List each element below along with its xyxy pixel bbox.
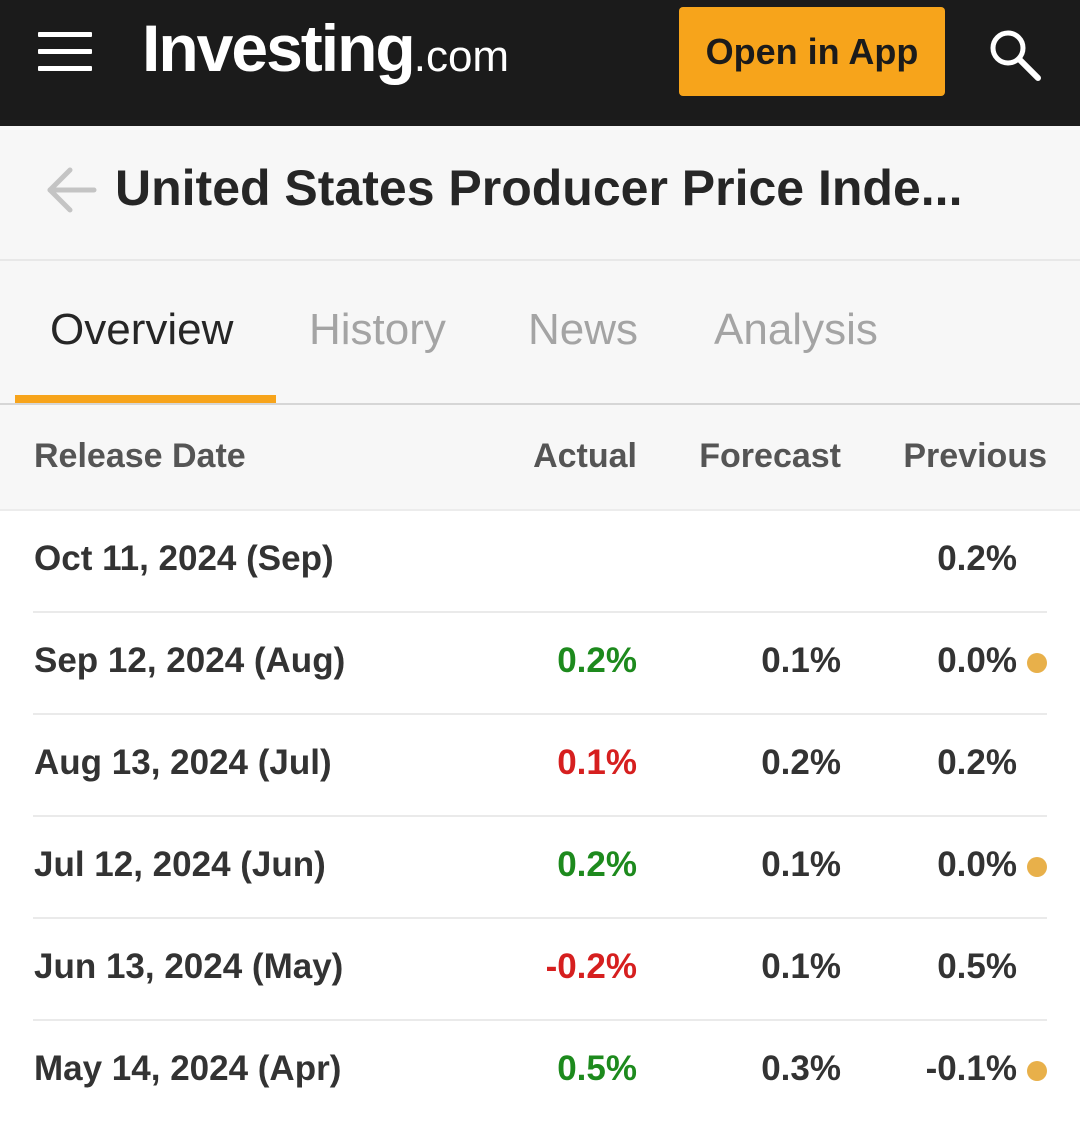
release-date: Jun 13, 2024 (May) xyxy=(34,947,344,986)
actual-value: 0.2% xyxy=(557,845,637,884)
release-date: Jul 12, 2024 (Jun) xyxy=(34,845,326,884)
tab-bar: Overview History News Analysis xyxy=(0,261,1080,405)
table-row[interactable]: May 14, 2024 (Apr) 0.5% 0.3% -0.1% xyxy=(33,1021,1047,1121)
tab-history[interactable]: History xyxy=(309,305,446,354)
active-tab-indicator xyxy=(15,395,276,403)
open-in-app-button[interactable]: Open in App xyxy=(679,7,945,96)
search-icon[interactable] xyxy=(986,26,1042,82)
previous-value: 0.0% xyxy=(937,641,1017,680)
tab-news[interactable]: News xyxy=(528,305,639,354)
release-date: Oct 11, 2024 (Sep) xyxy=(34,539,334,578)
release-date: Sep 12, 2024 (Aug) xyxy=(34,641,346,680)
menu-icon[interactable] xyxy=(38,32,92,72)
table-row[interactable]: Jul 12, 2024 (Jun) 0.2% 0.1% 0.0% xyxy=(33,817,1047,919)
previous-value: -0.1% xyxy=(925,1049,1017,1088)
actual-value: -0.2% xyxy=(545,947,637,986)
release-date: May 14, 2024 (Apr) xyxy=(34,1049,342,1088)
forecast-value: 0.1% xyxy=(761,641,841,680)
forecast-value: 0.1% xyxy=(761,947,841,986)
forecast-value: 0.3% xyxy=(761,1049,841,1088)
release-date: Aug 13, 2024 (Jul) xyxy=(34,743,332,782)
column-header-release-date: Release Date xyxy=(34,437,246,475)
table-row[interactable]: Sep 12, 2024 (Aug) 0.2% 0.1% 0.0% xyxy=(33,613,1047,715)
forecast-value: 0.1% xyxy=(761,845,841,884)
title-bar: United States Producer Price Inde... xyxy=(0,126,1080,261)
actual-value: 0.5% xyxy=(557,1049,637,1088)
tab-overview[interactable]: Overview xyxy=(50,305,234,354)
previous-value: 0.2% xyxy=(937,539,1017,578)
top-bar: Investing.com Open in App xyxy=(0,0,1080,126)
table-row[interactable]: Oct 11, 2024 (Sep) 0.2% xyxy=(33,511,1047,613)
forecast-value: 0.2% xyxy=(761,743,841,782)
back-arrow-icon[interactable] xyxy=(46,164,98,216)
table-header: Release Date Actual Forecast Previous xyxy=(0,405,1080,511)
page-title: United States Producer Price Inde... xyxy=(115,160,963,216)
column-header-actual: Actual xyxy=(533,437,637,475)
table-row[interactable]: Aug 13, 2024 (Jul) 0.1% 0.2% 0.2% xyxy=(33,715,1047,817)
revised-indicator-icon[interactable] xyxy=(1027,1061,1047,1081)
revised-indicator-icon[interactable] xyxy=(1027,653,1047,673)
table-body: Oct 11, 2024 (Sep) 0.2% Sep 12, 2024 (Au… xyxy=(0,511,1080,1123)
logo-suffix-text: .com xyxy=(413,32,510,81)
actual-value: 0.2% xyxy=(557,641,637,680)
previous-value: 0.5% xyxy=(937,947,1017,986)
previous-value: 0.0% xyxy=(937,845,1017,884)
actual-value: 0.1% xyxy=(557,743,637,782)
column-header-previous: Previous xyxy=(903,437,1047,475)
revised-indicator-icon[interactable] xyxy=(1027,857,1047,877)
table-row[interactable]: Jun 13, 2024 (May) -0.2% 0.1% 0.5% xyxy=(33,919,1047,1021)
tab-analysis[interactable]: Analysis xyxy=(714,305,878,354)
column-header-forecast: Forecast xyxy=(699,437,841,475)
previous-value: 0.2% xyxy=(937,743,1017,782)
site-logo[interactable]: Investing.com xyxy=(142,10,509,86)
logo-main-text: Investing xyxy=(142,11,416,85)
